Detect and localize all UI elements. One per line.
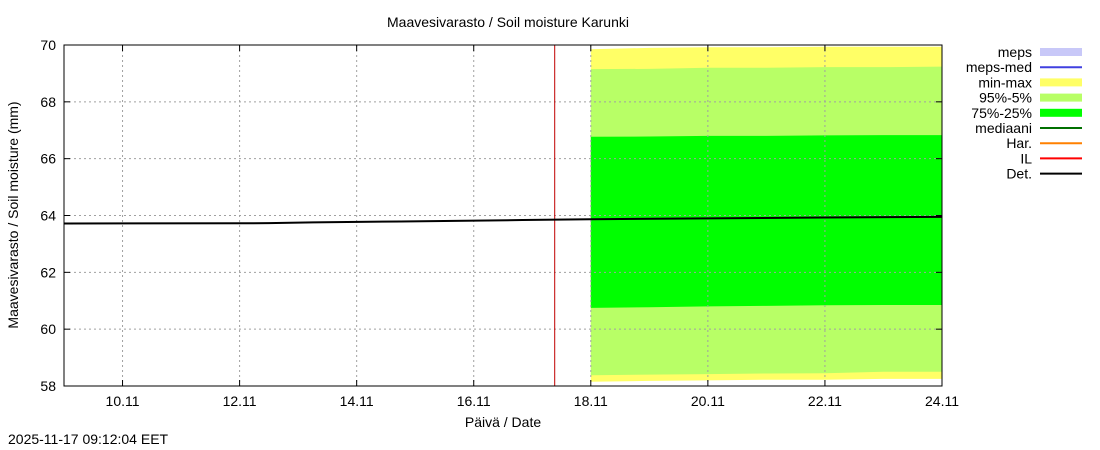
- x-tick-label: 12.11: [223, 393, 257, 409]
- x-tick-label: 20.11: [691, 393, 725, 409]
- x-tick-label: 24.11: [925, 393, 959, 409]
- y-tick-label: 66: [40, 151, 56, 167]
- timestamp: 2025-11-17 09:12:04 EET: [8, 431, 169, 447]
- legend-swatch: [1040, 108, 1082, 117]
- legend-label: 95%-5%: [979, 90, 1032, 106]
- band-75-25-: [590, 135, 942, 308]
- ticks: 10.11 12.11 14.11 16.11 18.11 20.11 22.11 24.11…: [40, 37, 959, 409]
- x-tick-label: 10.11: [106, 393, 140, 409]
- y-tick-label: 70: [40, 37, 56, 53]
- x-tick-label: 14.11: [340, 393, 374, 409]
- x-tick-label: 18.11: [574, 393, 608, 409]
- y-tick-label: 62: [40, 264, 56, 280]
- legend-label: min-max: [978, 74, 1032, 90]
- legend-swatch: [1040, 93, 1082, 102]
- x-tick-label: 22.11: [808, 393, 842, 409]
- legend: mepsmeps-medmin-max95%-5%75%-25%mediaani…: [966, 44, 1082, 182]
- legend-label: Har.: [1006, 135, 1032, 151]
- y-tick-label: 60: [40, 321, 56, 337]
- x-axis-label: Päivä / Date: [465, 414, 541, 430]
- legend-swatch: [1040, 48, 1082, 56]
- legend-label: meps: [998, 44, 1032, 60]
- chart-title: Maavesivarasto / Soil moisture Karunki: [387, 14, 629, 30]
- y-tick-label: 68: [40, 94, 56, 110]
- legend-label: 75%-25%: [971, 105, 1032, 121]
- legend-label: meps-med: [966, 59, 1032, 75]
- legend-swatch: [1040, 78, 1082, 87]
- y-axis-label: Maavesivarasto / Soil moisture (mm): [5, 101, 21, 328]
- y-tick-label: 64: [40, 208, 56, 224]
- legend-label: mediaani: [975, 120, 1032, 136]
- x-tick-label: 16.11: [457, 393, 491, 409]
- legend-label: IL: [1020, 150, 1032, 166]
- bands: [590, 46, 942, 382]
- y-tick-label: 58: [40, 378, 56, 394]
- legend-label: Det.: [1006, 166, 1032, 182]
- line-Det-: [63, 215, 943, 225]
- lines: [63, 45, 943, 386]
